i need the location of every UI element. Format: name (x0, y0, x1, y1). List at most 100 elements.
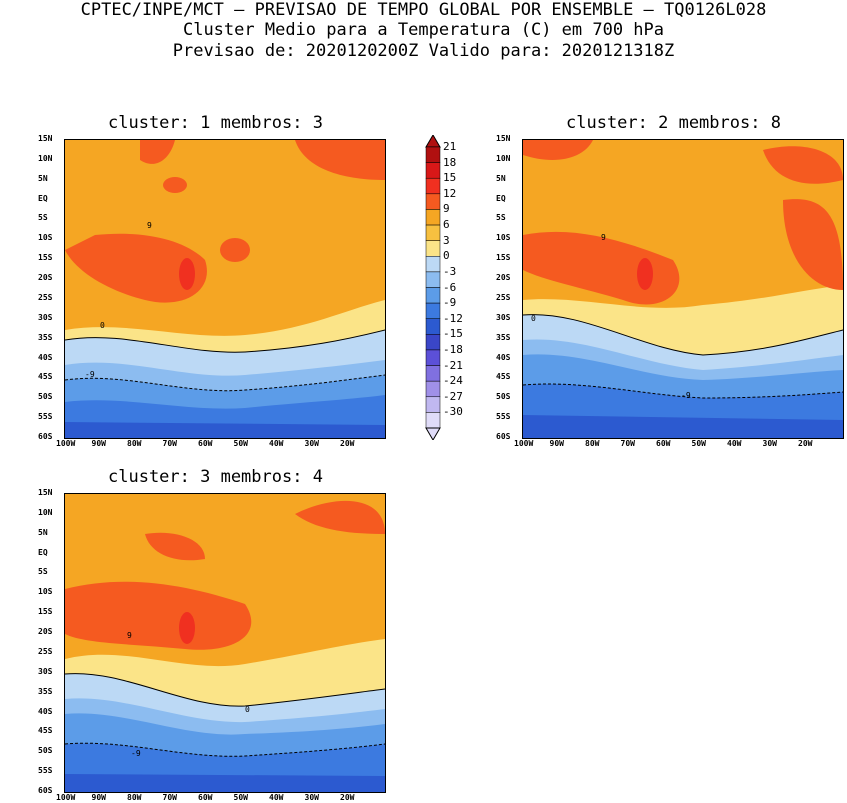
lat-tick-label: 5N (38, 527, 48, 537)
contour-label-neg9: -9 (85, 370, 95, 379)
colorbar: 21 18 15 12 9 6 3 0 -3 -6 -9 -12 -15 -18 -21 -24 -27 -30 (425, 135, 485, 440)
lat-tick-label: 45S (496, 372, 511, 382)
map-2-field: 0 -9 9 (523, 140, 843, 438)
lon-tick-label: 40W (727, 439, 742, 448)
colorbar-swatch (425, 412, 441, 429)
lat-tick-label: 40S (38, 352, 53, 362)
colorbar-swatch (425, 302, 441, 319)
colorbar-tick-label: -18 (443, 342, 463, 356)
colorbar-swatch (425, 380, 441, 398)
lon-tick-label: 60W (198, 439, 213, 448)
lat-tick-label: 50S (496, 392, 511, 402)
lat-tick-label: EQ (38, 193, 48, 203)
colorbar-swatch (425, 224, 441, 241)
lat-tick-label: 15N (38, 134, 53, 143)
lon-tick-label: 40W (269, 793, 284, 802)
lat-tick-label: 25S (38, 646, 53, 656)
lat-tick-label: 10N (38, 153, 53, 163)
lat-tick-label: 60S (38, 432, 53, 441)
lon-tick-label: 30W (304, 439, 319, 448)
lat-tick-label: 60S (38, 786, 53, 795)
lat-tick-label: 30S (38, 312, 53, 322)
colorbar-tick-label: -27 (443, 389, 463, 403)
lat-tick-label: 5N (496, 173, 506, 183)
lat-tick-label: 35S (496, 332, 511, 342)
colorbar-swatch (425, 318, 441, 335)
lon-tick-label: 70W (162, 793, 177, 802)
colorbar-tick-label: -9 (443, 296, 457, 310)
lat-tick-label: 20S (496, 273, 511, 283)
lat-tick-label: 60S (496, 432, 511, 441)
lat-tick-label: 20S (38, 273, 53, 283)
lon-tick-label: 80W (585, 439, 600, 448)
lon-tick-label: 60W (656, 439, 671, 448)
lat-tick-label: 45S (38, 726, 53, 736)
colorbar-tick-label: 0 (443, 249, 450, 263)
lat-tick-label: 15S (496, 253, 511, 263)
colorbar-swatch (425, 396, 441, 413)
lat-tick-label: 30S (496, 312, 511, 322)
colorbar-swatch (425, 334, 441, 351)
colorbar-tick-label: -12 (443, 311, 463, 325)
lat-tick-label: 10S (38, 587, 53, 597)
lat-tick-label: 10N (496, 153, 511, 163)
lat-tick-label: 25S (38, 292, 53, 302)
colorbar-tick-label: -15 (443, 327, 463, 341)
colorbar-tick-label: -24 (443, 374, 463, 388)
lat-tick-label: 30S (38, 666, 53, 676)
lon-tick-label: 70W (620, 439, 635, 448)
map-panel-1: 0 -9 9 (64, 139, 386, 439)
panel-1-title: cluster: 1 membros: 3 (108, 113, 323, 133)
colorbar-tick-label: 18 (443, 155, 457, 169)
lon-tick-label: 60W (198, 793, 213, 802)
colorbar-bottom-arrow (425, 427, 441, 440)
lon-tick-label: 50W (233, 793, 248, 802)
colorbar-swatch (425, 162, 441, 179)
lon-tick-label: 20W (340, 439, 355, 448)
colorbar-swatch (425, 209, 441, 226)
colorbar-swatches (425, 135, 441, 440)
lat-tick-label: 55S (496, 412, 511, 422)
lat-tick-label: 50S (38, 746, 53, 756)
lat-tick-label: 55S (38, 412, 53, 422)
lat-tick-label: 10S (496, 233, 511, 243)
lat-tick-label: 5N (38, 173, 48, 183)
colorbar-swatch (425, 287, 441, 304)
colorbar-tick-label: 12 (443, 186, 457, 200)
lon-tick-label: 100W (56, 793, 76, 802)
colorbar-swatch (425, 349, 441, 366)
lat-tick-label: 5S (496, 213, 506, 223)
lat-tick-label: 35S (38, 332, 53, 342)
lon-tick-label: 90W (91, 793, 106, 802)
panel-3-title: cluster: 3 membros: 4 (108, 467, 323, 487)
lat-tick-label: 10N (38, 507, 53, 517)
colorbar-tick-label: -21 (443, 358, 463, 372)
lon-tick-label: 20W (798, 439, 813, 448)
lon-tick-label: 80W (127, 439, 142, 448)
lat-tick-label: 55S (38, 766, 53, 776)
map-1-field: 0 -9 9 (65, 140, 385, 438)
map-panel-3: 0 -9 9 (64, 493, 386, 793)
lat-tick-label: 5S (38, 567, 48, 577)
contour-label-0: 0 (531, 314, 536, 323)
lon-tick-label: 100W (514, 439, 534, 448)
panel-2-title: cluster: 2 membros: 8 (566, 113, 781, 133)
lon-tick-label: 70W (162, 439, 177, 448)
colorbar-tick-label: 3 (443, 233, 450, 247)
subtitle-dates: Previsao de: 2020120200Z Valido para: 20… (172, 41, 675, 61)
lat-tick-label: EQ (38, 547, 48, 557)
contour-label-neg9: -9 (131, 749, 141, 758)
lat-tick-label: 20S (38, 627, 53, 637)
lon-tick-label: 30W (762, 439, 777, 448)
lat-tick-label: EQ (496, 193, 506, 203)
colorbar-tick-label: 15 (443, 171, 457, 185)
lon-tick-label: 50W (691, 439, 706, 448)
lat-tick-label: 40S (496, 352, 511, 362)
lat-tick-label: 15N (496, 134, 511, 143)
colorbar-swatch (425, 146, 441, 163)
colorbar-tick-label: 9 (443, 202, 450, 216)
lat-tick-label: 35S (38, 686, 53, 696)
contour-label-9: 9 (147, 221, 152, 230)
lat-tick-label: 25S (496, 292, 511, 302)
colorbar-swatch (425, 240, 441, 257)
